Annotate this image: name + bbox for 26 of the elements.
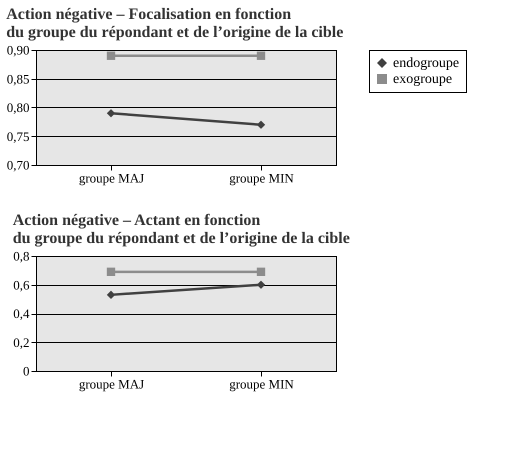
x-tick-label: groupe MAJ: [78, 376, 144, 392]
legend-label: endogroupe: [393, 56, 460, 71]
chart-title: Action négative – Focalisation en fonction du groupe du répondant et de l’origine de la cible: [6, 6, 344, 41]
point: [256, 268, 266, 276]
y-tick-label: 0: [23, 364, 30, 378]
chart-title: Action négative – Actant en fonction du groupe du répondant et de l’origine de la cible: [12, 212, 350, 247]
point: [256, 280, 266, 289]
point: [106, 52, 116, 60]
y-tick-label: 0,8: [13, 248, 30, 264]
y-tick-label: 0,70: [6, 158, 30, 172]
x-tick-label: groupe MAJ: [78, 170, 144, 186]
point: [106, 290, 116, 299]
y-tick-label: 0,75: [6, 128, 30, 144]
y-tick-label: 0,4: [13, 306, 30, 321]
y-tick-label: 0,80: [6, 100, 30, 115]
point: [106, 109, 116, 118]
y-tick-label: 0,6: [13, 277, 30, 292]
y-tick-label: 0,90: [6, 42, 30, 58]
point: [256, 52, 266, 60]
x-tick-label: groupe MIN: [229, 376, 294, 392]
y-tick-label: 0,2: [13, 334, 30, 350]
point: [256, 120, 266, 129]
legend-label: exogroupe: [393, 72, 452, 87]
x-tick-label: groupe MIN: [229, 170, 294, 186]
point: [106, 268, 116, 276]
y-tick-label: 0,85: [6, 71, 30, 86]
